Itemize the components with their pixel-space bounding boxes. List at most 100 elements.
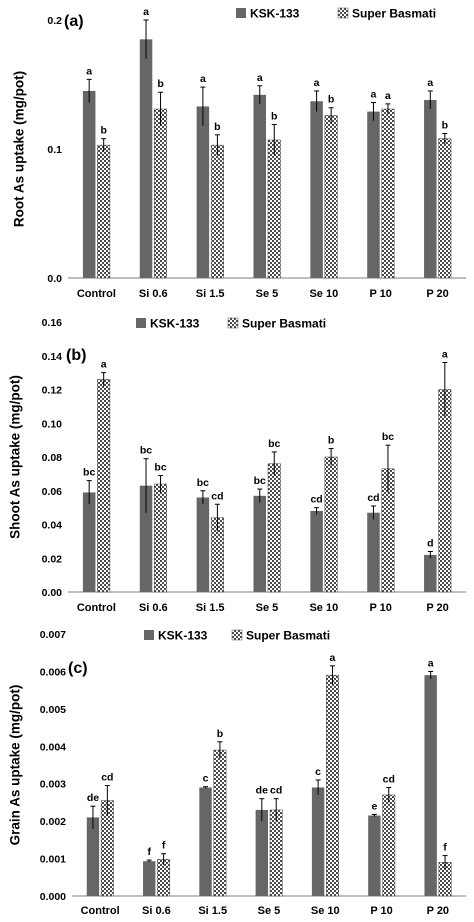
y-tick-label: 0.16 [42,317,63,329]
significance-letter: bc [197,477,209,489]
significance-letter: bc [268,438,280,450]
x-tick-label: Se 5 [256,288,279,300]
significance-letter: c [203,773,209,785]
significance-letter: a [427,77,433,89]
legend-swatch-super-basmati [227,317,239,329]
panel-label: (b) [66,347,86,364]
bar-ksk-133 [253,495,266,592]
y-tick-label: 0.14 [42,351,63,363]
x-tick-label: Se 10 [309,288,338,300]
bar-super-basmati [267,463,281,593]
y-tick-label: 0.006 [40,666,66,678]
bar-ksk-133 [139,39,153,278]
legend-label-ksk-133: KSK-133 [250,7,300,21]
significance-letter: b [217,728,223,740]
significance-letter: a [442,349,448,361]
y-tick-label: 0.04 [42,520,63,532]
bar-super-basmati [97,379,111,593]
bar-ksk-133 [368,815,381,896]
significance-letter: de [87,792,99,804]
bar-super-basmati [154,108,168,279]
x-tick-label: Se 5 [258,905,281,917]
bar-super-basmati [381,108,395,279]
significance-letter: f [147,846,151,858]
y-tick-label: 0.06 [42,486,63,498]
legend-label-super-basmati: Super Basmati [246,629,330,643]
bar-ksk-133 [424,675,437,896]
x-tick-label: P 10 [369,288,391,300]
bar-ksk-133 [86,817,100,896]
bar-super-basmati [324,115,338,279]
y-tick-label: 0.10 [42,418,63,430]
significance-letter: bc [382,431,394,443]
bar-super-basmati [382,794,396,897]
bar-ksk-133 [196,106,210,279]
significance-letter: cd [383,773,395,785]
x-tick-label: P 20 [426,602,448,614]
y-tick-label: 0.08 [42,452,63,464]
y-tick-label: 0.1 [47,144,62,156]
chart-layer: 0.0 0.1 0.2 Root As uptake (mg/pot) (a) KSK-1… [8,6,466,917]
significance-letter: b [157,78,163,90]
legend-swatch-ksk-133 [136,318,146,328]
x-tick-label: P 20 [427,905,449,917]
significance-letter: a [385,90,391,102]
y-axis-label: Grain As uptake (mg/pot) [8,685,23,846]
significance-letter: d [427,538,433,550]
bar-ksk-133 [310,511,323,592]
bar-ksk-133 [143,861,156,896]
legend: KSK-133 Super Basmati [144,629,330,643]
significance-letter: b [328,94,334,106]
significance-letter: a [143,6,149,18]
bar-ksk-133 [82,90,96,278]
chart-panel-3: 0.000 0.001 0.002 0.003 0.004 0.005 0.006 0.007… [8,629,466,917]
panel-label: (a) [64,13,84,30]
bar-super-basmati [269,809,283,897]
significance-letter: b [100,125,106,137]
bar-super-basmati [438,138,452,279]
bar-ksk-133 [199,787,212,896]
significance-letter: b [328,435,334,447]
bar-ksk-133 [424,99,437,278]
legend-label-ksk-133: KSK-133 [158,629,208,643]
significance-letter: bc [254,475,266,487]
significance-letter: cd [310,494,322,506]
bar-super-basmati [326,674,339,897]
y-tick-label: 0.002 [40,816,66,828]
y-tick-label: 0.00 [42,587,63,599]
y-tick-label: 0.0 [47,273,62,285]
x-tick-label: Se 10 [309,602,338,614]
legend-swatch-super-basmati [337,7,349,19]
significance-letter: a [257,72,263,84]
bar-ksk-133 [196,497,210,592]
significance-letter: a [428,657,434,669]
y-tick-label: 0.000 [40,891,66,903]
x-tick-label: Si 0.6 [142,905,171,917]
x-tick-label: Se 10 [311,905,340,917]
legend-swatch-super-basmati [231,629,243,641]
legend: KSK-133 Super Basmati [236,7,436,21]
bar-super-basmati [324,456,338,593]
chart-panel-2: 0.00 0.02 0.04 0.06 0.08 0.10 0.12 0.14 0.16 Shoo… [8,317,466,614]
significance-letter: b [214,121,220,133]
significance-letter: c [315,766,321,778]
x-tick-label: Si 0.6 [139,602,168,614]
significance-letter: bc [140,445,152,457]
legend-label-ksk-133: KSK-133 [150,317,200,331]
x-tick-label: Se 5 [256,602,279,614]
bar-super-basmati [213,749,227,897]
bar-ksk-133 [253,94,266,278]
bar-ksk-133 [82,492,96,592]
bar-super-basmati [97,144,111,279]
significance-letter: cd [101,772,113,784]
y-tick-label: 0.003 [40,779,66,791]
bar-ksk-133 [424,554,437,592]
x-tick-label: P 20 [426,288,448,300]
x-tick-label: Control [77,288,116,300]
significance-letter: a [314,77,320,89]
legend-swatch-ksk-133 [236,8,246,18]
bar-super-basmati [267,139,281,279]
x-tick-label: Control [81,905,120,917]
bar-ksk-133 [367,111,380,278]
